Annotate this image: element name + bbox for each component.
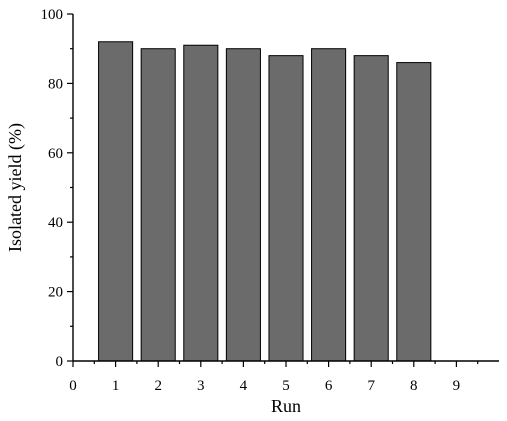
bar-run-1 [98,41,134,362]
x-tick-label: 6 [325,378,333,394]
x-tick-label: 4 [240,378,248,394]
x-tick-label: 0 [69,378,77,394]
y-tick-labels: 0 20 40 60 80 100 [41,7,64,370]
bar-run-4 [225,48,261,362]
x-tick-label: 5 [282,378,290,394]
bar-run-5 [268,55,304,362]
y-tick-label: 0 [56,354,64,370]
y-tick-label: 80 [48,76,63,92]
ticks-group [67,13,479,367]
x-tick-label: 3 [197,378,205,394]
x-tick-labels: 0 1 2 3 4 5 6 7 8 9 [69,378,460,394]
y-tick-label: 100 [41,7,64,23]
x-tick-label: 1 [112,378,120,394]
bar-run-7 [353,55,389,362]
bar-run-2 [140,48,176,362]
bar-run-6 [311,48,347,362]
x-tick-label: 9 [453,378,461,394]
x-tick-label: 7 [367,378,375,394]
y-axis-title: Isolated yield (%) [5,123,26,252]
x-tick-label: 2 [154,378,162,394]
bar-run-3 [183,44,219,362]
bar-run-8 [396,62,432,362]
bars-group [98,41,432,362]
y-tick-label: 20 [48,285,63,301]
x-axis-title: Run [271,396,301,416]
x-tick-label: 8 [410,378,418,394]
y-tick-label: 40 [48,215,63,231]
y-tick-label: 60 [48,146,63,162]
